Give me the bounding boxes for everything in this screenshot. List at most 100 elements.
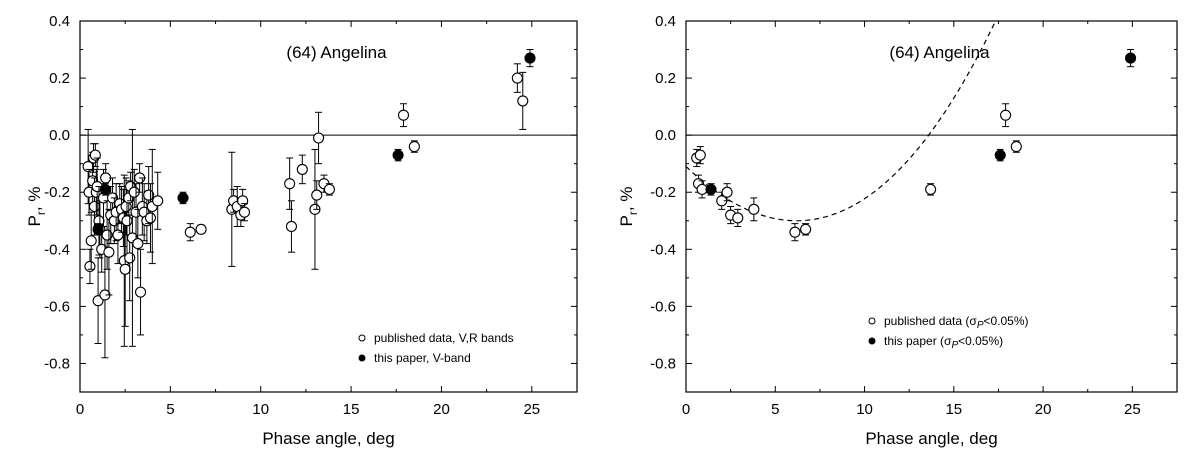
- y-tick-label: -0.6: [650, 298, 676, 315]
- x-tick-label: 10: [856, 401, 873, 418]
- x-axis-title: Phase angle, deg: [865, 429, 997, 448]
- data-point-open: [144, 212, 157, 224]
- chart-panel-2: 0 5 10 15 20 25 -0.8 -0.6 -0.4 -0.2 0.0 0.2 0.4 Phase…: [617, 13, 1178, 448]
- legend-sigma: σ: [969, 314, 977, 328]
- data-point-open: [284, 178, 296, 190]
- legend-label-tail: <0.05%): [983, 314, 1028, 328]
- plot-frame: [79, 20, 578, 393]
- y-axis-title-subscript: r: [34, 211, 48, 215]
- data-point-filled: [524, 52, 536, 64]
- x-tick-label: 25: [1124, 401, 1141, 418]
- data-point-open: [132, 238, 144, 250]
- legend-marker: [358, 334, 366, 342]
- y-tick-label: -0.4: [44, 241, 70, 258]
- x-tick-label: 5: [166, 401, 174, 418]
- y-tick-label: -0.8: [44, 355, 70, 372]
- data-point-filled: [994, 149, 1006, 161]
- y-tick-label: 0.0: [49, 127, 70, 144]
- legend-sigma-subscript: P: [951, 340, 958, 351]
- data-point-open: [789, 226, 801, 238]
- data-point-filled: [1125, 52, 1137, 64]
- data-point-open: [323, 183, 335, 195]
- y-axis-title: Pr, %: [25, 187, 48, 227]
- x-tick-label: 15: [343, 401, 360, 418]
- y-tick-label: -0.6: [44, 298, 70, 315]
- data-point-open: [721, 186, 733, 198]
- data-point-open: [1000, 109, 1012, 121]
- y-axis-title: Pr, %: [617, 187, 640, 227]
- data-point-open: [101, 229, 113, 241]
- y-axis-title-subscript: r: [626, 211, 640, 215]
- data-point-open: [85, 235, 97, 247]
- data-point-open: [408, 141, 420, 153]
- plot-frame: [685, 20, 1178, 393]
- data-point-open: [184, 226, 196, 238]
- chart-title: (64) Angelina: [286, 43, 387, 62]
- data-point-open: [134, 286, 147, 298]
- data-point-open: [732, 212, 744, 224]
- data-point-open: [296, 163, 308, 175]
- legend-label-tail: <0.05%): [958, 334, 1003, 348]
- x-tick-label: 25: [523, 401, 540, 418]
- data-point-open: [88, 200, 101, 213]
- data-point-open: [143, 189, 155, 201]
- data-point-open: [285, 220, 298, 233]
- data-point-open: [84, 260, 96, 272]
- legend-sigma: σ: [944, 334, 952, 348]
- x-tick-label: 0: [682, 401, 690, 418]
- data-point-filled: [92, 223, 104, 235]
- data-point-open: [237, 195, 249, 207]
- data-point-open: [925, 183, 937, 195]
- data-point-open: [1010, 141, 1022, 153]
- x-tick-label: 10: [252, 401, 269, 418]
- y-tick-label: -0.2: [44, 184, 70, 201]
- data-point-open: [517, 95, 529, 107]
- x-tick-label: 5: [771, 401, 779, 418]
- x-tick-label: 0: [76, 401, 84, 418]
- y-axis-title-suffix: , %: [617, 187, 636, 212]
- y-axis-title-suffix: , %: [25, 187, 44, 212]
- x-tick-label: 15: [945, 401, 962, 418]
- chart-title: (64) Angelina: [889, 43, 990, 62]
- legend-label: this paper (σP<0.05%): [884, 334, 1003, 351]
- data-point-open: [103, 246, 115, 258]
- data-point-filled: [392, 149, 404, 161]
- x-axis-title: Phase angle, deg: [262, 429, 394, 448]
- data-point-open: [119, 263, 131, 275]
- y-tick-label: -0.8: [650, 355, 676, 372]
- y-axis-title-main: P: [25, 215, 44, 226]
- data-point-filled: [177, 192, 189, 204]
- legend-sigma-subscript: P: [977, 320, 984, 331]
- chart-panel-1: 0 5 10 15 20 25 -0.8 -0.6 -0.4 -0.2 0.0 0.2 0.4 Phase…: [25, 13, 578, 448]
- legend-marker: [868, 337, 876, 345]
- legend-label: published data (σP<0.05%): [884, 314, 1029, 331]
- data-point-open: [748, 203, 760, 215]
- data-point-open: [800, 223, 812, 235]
- x-tick-label: 20: [433, 401, 450, 418]
- data-point-open: [511, 72, 523, 84]
- data-point-open: [694, 149, 706, 161]
- y-tick-label: 0.2: [49, 70, 70, 87]
- data-point-open: [238, 206, 251, 218]
- data-point-open: [311, 189, 323, 201]
- data-point-open: [121, 215, 133, 227]
- legend-label: published data, V,R bands: [374, 331, 514, 345]
- data-point-open: [152, 195, 164, 207]
- fit-curve: [686, 21, 997, 222]
- data-point-filled: [705, 183, 717, 195]
- legend-marker: [868, 317, 876, 325]
- y-tick-label: -0.2: [650, 184, 676, 201]
- x-tick-label: 20: [1035, 401, 1052, 418]
- y-tick-label: -0.4: [650, 241, 676, 258]
- legend-marker: [358, 354, 366, 362]
- data-point-open: [195, 223, 207, 235]
- y-tick-label: 0.0: [655, 127, 676, 144]
- data-point-open: [124, 252, 136, 264]
- data-point-open: [397, 109, 410, 121]
- data-point-open: [89, 149, 101, 161]
- y-tick-label: 0.4: [655, 13, 676, 30]
- legend-label-text: published data (: [884, 314, 969, 328]
- data-point-open: [313, 132, 325, 144]
- y-tick-label: 0.2: [655, 70, 676, 87]
